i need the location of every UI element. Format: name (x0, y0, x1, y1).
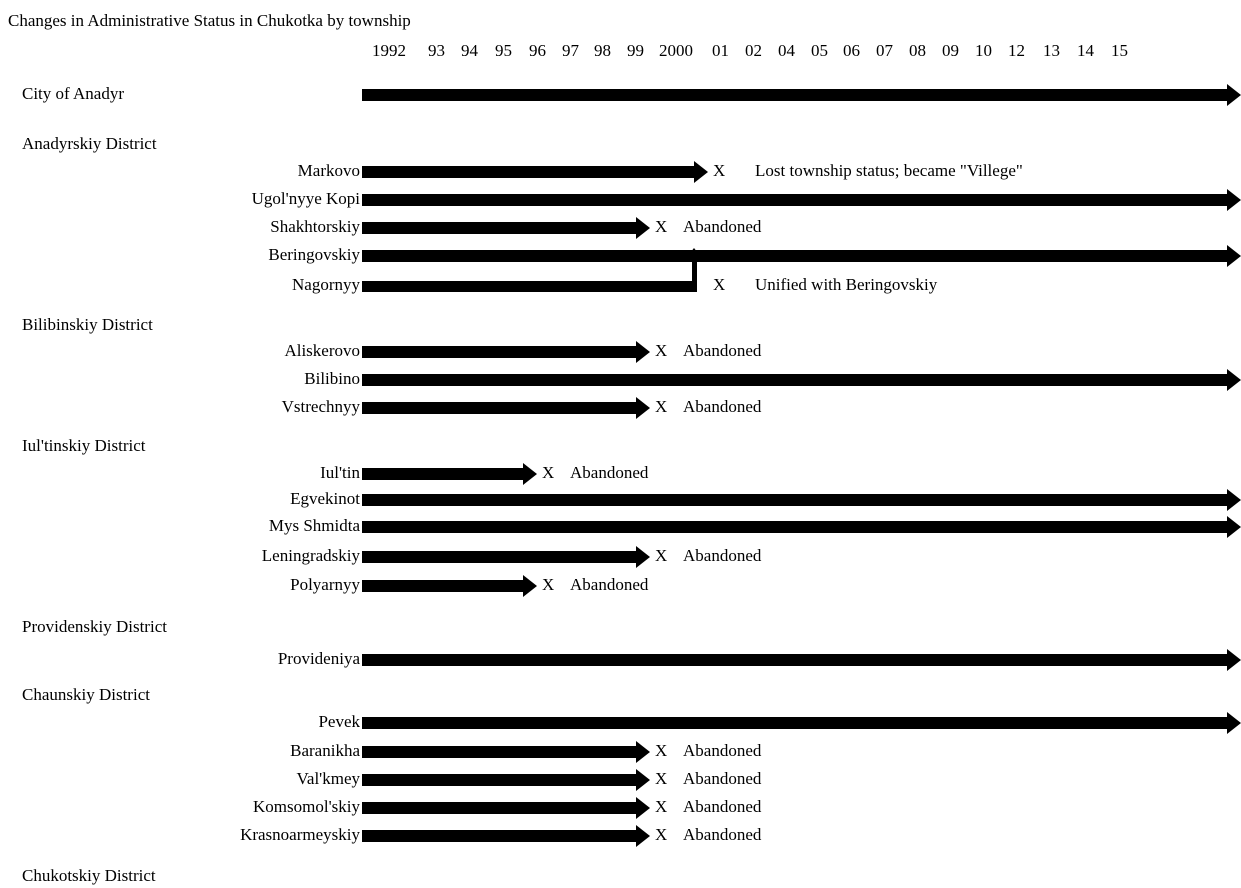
year-label: 08 (909, 41, 926, 60)
timeline-arrow (362, 245, 1241, 267)
year-label: 07 (876, 41, 894, 60)
timeline-arrow (362, 161, 708, 183)
end-marker: X (542, 575, 554, 594)
group-label: Anadyrskiy District (22, 134, 157, 153)
township-label: Provideniya (278, 649, 361, 668)
timeline-arrow (362, 769, 650, 791)
township-label: Nagornyy (292, 275, 360, 294)
timeline-arrow (362, 825, 650, 847)
year-label: 2000 (659, 41, 693, 60)
status-note: Abandoned (570, 575, 649, 594)
township-label: Polyarnyy (290, 575, 360, 594)
year-label: 10 (975, 41, 992, 60)
township-label: Mys Shmidta (269, 516, 361, 535)
group-label: Chaunskiy District (22, 685, 150, 704)
township-label: Krasnoarmeyskiy (240, 825, 360, 844)
status-note: Abandoned (570, 463, 649, 482)
township-label: Egvekinot (290, 489, 360, 508)
status-note: Abandoned (683, 341, 762, 360)
timeline-arrow (362, 341, 650, 363)
end-marker: X (655, 769, 667, 788)
township-label: Iul'tin (320, 463, 360, 482)
township-label: Ugol'nyye Kopi (252, 189, 361, 208)
end-marker: X (655, 397, 667, 416)
year-label: 13 (1043, 41, 1060, 60)
timeline-arrow (362, 712, 1241, 734)
timeline-arrow (362, 463, 537, 485)
township-label: Komsomol'skiy (253, 797, 360, 816)
year-label: 15 (1111, 41, 1128, 60)
status-note: Abandoned (683, 825, 762, 844)
township-label: Shakhtorskiy (270, 217, 360, 236)
end-marker: X (655, 341, 667, 360)
status-note: Abandoned (683, 769, 762, 788)
year-label: 97 (562, 41, 580, 60)
group-label: Iul'tinskiy District (22, 436, 146, 455)
timeline-arrow (362, 369, 1241, 391)
timeline-arrow (362, 546, 650, 568)
township-label: Val'kmey (297, 769, 361, 788)
timeline-arrow (362, 489, 1241, 511)
timeline-arrow (362, 217, 650, 239)
timeline-arrow (362, 84, 1241, 106)
group-label: Chukotskiy District (22, 866, 156, 885)
township-label: Vstrechnyy (282, 397, 361, 416)
township-label: Markovo (298, 161, 360, 180)
end-marker: X (542, 463, 554, 482)
timeline-arrow (362, 575, 537, 597)
year-label: 98 (594, 41, 611, 60)
year-label: 02 (745, 41, 762, 60)
township-label: Bilibino (304, 369, 360, 388)
township-label: Pevek (318, 712, 360, 731)
group-label: Providenskiy District (22, 617, 167, 636)
year-label: 09 (942, 41, 959, 60)
group-label: Bilibinskiy District (22, 315, 153, 334)
timeline-arrow (362, 516, 1241, 538)
year-label: 12 (1008, 41, 1025, 60)
timeline-arrow (362, 797, 650, 819)
end-marker: X (655, 741, 667, 760)
status-note: Abandoned (683, 397, 762, 416)
status-note: Abandoned (683, 741, 762, 760)
township-label: Aliskerovo (284, 341, 360, 360)
year-label: 14 (1077, 41, 1095, 60)
year-label: 04 (778, 41, 796, 60)
status-note: Abandoned (683, 546, 762, 565)
group-label: City of Anadyr (22, 84, 124, 103)
year-label: 05 (811, 41, 828, 60)
year-label: 01 (712, 41, 729, 60)
end-marker: X (655, 217, 667, 236)
year-label: 95 (495, 41, 512, 60)
end-marker: X (713, 161, 725, 180)
timeline-arrow (362, 741, 650, 763)
timeline-arrow (362, 649, 1241, 671)
status-note: Lost township status; became "Villege" (755, 161, 1023, 180)
year-label: 93 (428, 41, 445, 60)
year-label: 1992 (372, 41, 406, 60)
status-note: Unified with Beringovskiy (755, 275, 938, 294)
end-marker: X (655, 546, 667, 565)
township-label: Beringovskiy (268, 245, 360, 264)
end-marker: X (655, 825, 667, 844)
status-note: Abandoned (683, 797, 762, 816)
year-label: 94 (461, 41, 479, 60)
township-label: Leningradskiy (262, 546, 361, 565)
year-label: 99 (627, 41, 644, 60)
year-label: 96 (529, 41, 546, 60)
year-label: 06 (843, 41, 860, 60)
township-label: Baranikha (290, 741, 360, 760)
title: Changes in Administrative Status in Chuk… (8, 11, 411, 30)
timeline-arrow (362, 189, 1241, 211)
end-marker: X (655, 797, 667, 816)
timeline-arrow (362, 397, 650, 419)
status-note: Abandoned (683, 217, 762, 236)
merge-arrow (362, 248, 705, 292)
end-marker: X (713, 275, 725, 294)
